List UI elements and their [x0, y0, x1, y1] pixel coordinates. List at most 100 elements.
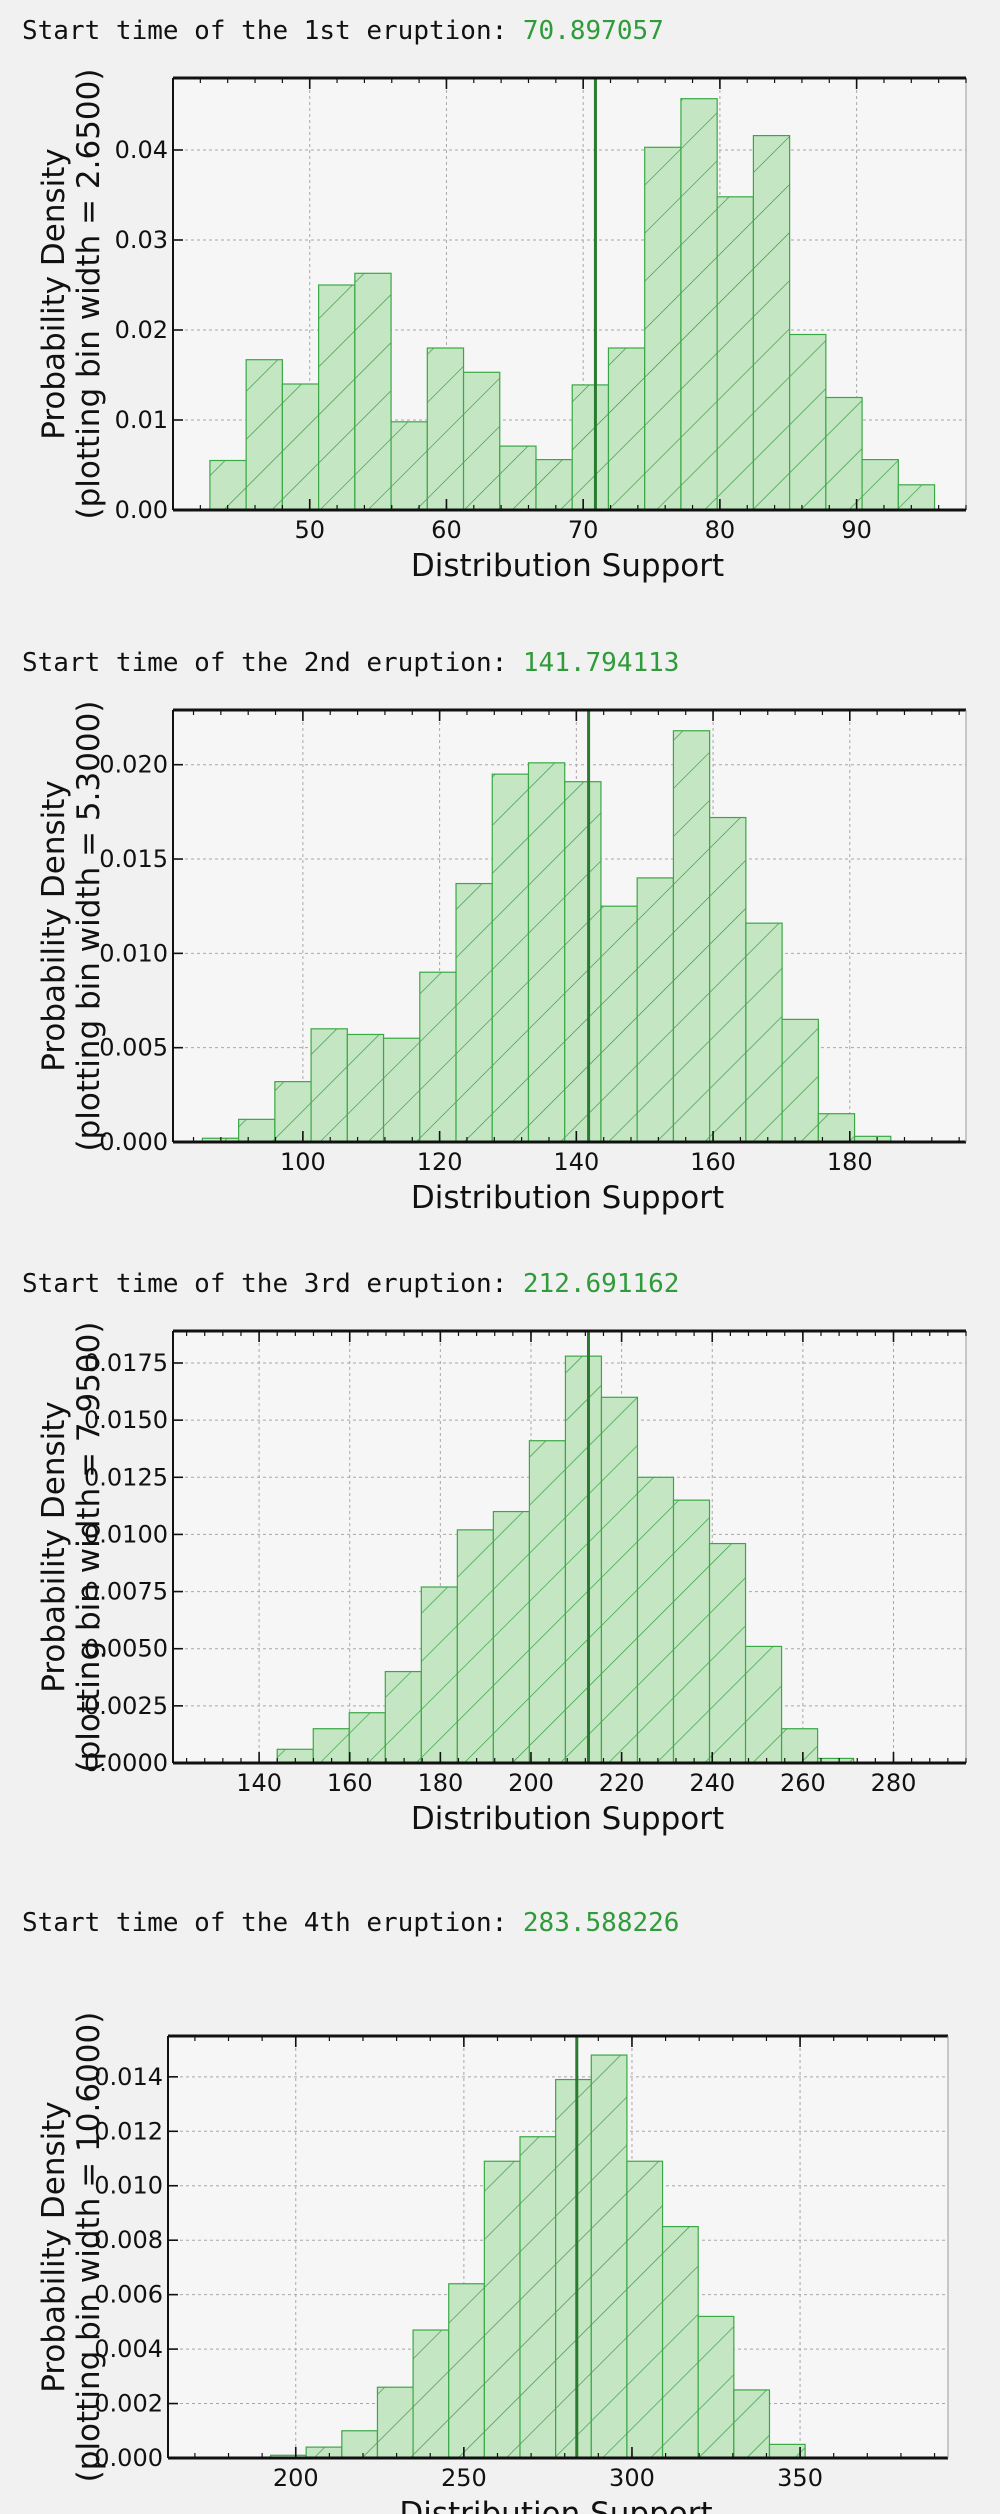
histogram-bar	[636, 877, 675, 1143]
x-tick-label: 250	[441, 2464, 487, 2492]
histogram-bar	[535, 459, 573, 511]
x-tick-label: 70	[568, 516, 599, 544]
y-axis-label-bin-width: (plotting bin width = 5.3000)	[71, 701, 107, 1152]
title-value: 70.897057	[522, 16, 664, 46]
y-tick-label: 0.010	[94, 2172, 163, 2200]
histogram-bar	[564, 781, 602, 1143]
histogram-bar	[382, 1037, 421, 1143]
chart-title: Start time of the 3rd eruption: 212.6911…	[22, 1269, 679, 1299]
y-tick-label: 0.0100	[84, 1520, 168, 1548]
y-tick-label: 0.010	[99, 939, 168, 967]
y-axis-label: Probability Density	[36, 148, 72, 440]
histogram-bar	[527, 762, 566, 1143]
histogram-bar	[491, 773, 530, 1143]
chart-title: Start time of the 2nd eruption: 141.7941…	[22, 648, 679, 678]
x-tick-label: 200	[508, 1769, 554, 1797]
histogram-bar	[390, 421, 428, 511]
x-axis-label: Distribution Support	[411, 1801, 724, 1837]
x-tick-label: 90	[841, 516, 872, 544]
histogram-bar	[281, 383, 320, 511]
histogram-bars	[209, 98, 936, 511]
y-axis-label: Probability Density	[36, 1401, 72, 1693]
histogram-bar	[590, 2054, 628, 2459]
y-tick-label: 0.004	[94, 2335, 163, 2363]
histogram-bar	[672, 730, 711, 1143]
y-tick-label: 0.0125	[84, 1463, 168, 1491]
histogram-bars	[269, 2054, 806, 2459]
histogram-bar	[752, 134, 791, 511]
x-tick-label: 180	[827, 1148, 873, 1176]
x-tick-label: 160	[327, 1769, 373, 1797]
y-tick-label: 0.03	[115, 226, 168, 254]
histogram-bar	[310, 1028, 348, 1143]
histogram-bar	[661, 2225, 699, 2459]
histogram-bar	[412, 2329, 450, 2459]
histogram-bar	[528, 1440, 567, 1764]
eruption-panel-2: Start time of the 2nd eruption: 141.7941…	[0, 632, 1000, 1252]
x-axis-label: Distribution Support	[411, 1180, 724, 1216]
histogram-bar	[354, 272, 392, 511]
x-tick-label: 140	[553, 1148, 599, 1176]
histogram-bar	[636, 1476, 675, 1764]
histogram-bar	[789, 333, 827, 511]
histogram-bars	[276, 1355, 855, 1764]
histogram-bar	[274, 1081, 312, 1143]
histogram-bar	[672, 1499, 711, 1764]
histogram-bar	[245, 359, 283, 511]
histogram-bar	[697, 2315, 735, 2459]
title-prefix: Start time of the 4th eruption:	[22, 1908, 523, 1938]
x-tick-label: 180	[417, 1769, 463, 1797]
histogram-bar	[571, 384, 610, 511]
histogram-bar	[312, 1728, 350, 1764]
histogram-bar	[607, 347, 646, 511]
y-axis-label: Probability Density	[36, 780, 72, 1072]
title-value: 212.691162	[522, 1269, 680, 1299]
x-tick-label: 350	[777, 2464, 823, 2492]
x-tick-label: 240	[689, 1769, 735, 1797]
histogram-bar	[305, 2446, 343, 2459]
y-tick-label: 0.01	[115, 406, 168, 434]
histogram-bar	[348, 1712, 386, 1764]
x-tick-label: 50	[294, 516, 325, 544]
histogram-bar	[318, 284, 356, 511]
y-tick-label: 0.015	[99, 845, 168, 873]
y-tick-label: 0.000	[99, 1128, 168, 1156]
x-tick-label: 300	[609, 2464, 655, 2492]
x-tick-label: 140	[236, 1769, 282, 1797]
y-tick-label: 0.0075	[84, 1578, 168, 1606]
histogram-chart: 200 250 300 350 0.000 0.002 0.004 0.006 0.008 0.0…	[36, 2012, 949, 2514]
y-tick-label: 0.0000	[84, 1749, 168, 1777]
eruption-panel-1: Start time of the 1st eruption: 70.89705…	[0, 0, 1000, 620]
histogram-bar	[708, 1542, 747, 1764]
histogram-bar	[519, 2136, 557, 2459]
y-axis-label-bin-width: (plotting bin width = 10.6000)	[71, 2012, 107, 2483]
y-tick-label: 0.02	[115, 316, 168, 344]
histogram-bar	[781, 1018, 819, 1143]
histogram-bar	[716, 196, 754, 511]
histogram-bar	[600, 905, 638, 1143]
histogram-chart: 100 120 140 160 180 0.000 0.005 0.010 0.015 0.020…	[36, 701, 967, 1216]
y-tick-label: 0.0150	[84, 1406, 168, 1434]
histogram-bar	[384, 1670, 422, 1764]
histogram-bar	[817, 1113, 856, 1143]
y-tick-label: 0.0050	[84, 1635, 168, 1663]
y-axis-label: Probability Density	[36, 2101, 72, 2393]
histogram-chart: 140 160 180 200 220 240 260 280 0.0000 0.0025 0.00…	[36, 1322, 967, 1837]
y-tick-label: 0.00	[115, 496, 168, 524]
histogram-bar	[499, 445, 537, 511]
histogram-chart: 50 60 70 80 90 0.00 0.01 0.02 0.03 0.04 Distributi…	[36, 69, 967, 584]
title-prefix: Start time of the 1st eruption:	[22, 16, 523, 46]
y-axis-label-bin-width: (plotting bin width = 2.6500)	[71, 69, 107, 520]
histogram-bar	[564, 1355, 603, 1764]
title-prefix: Start time of the 2nd eruption:	[22, 648, 523, 678]
histogram-bar	[492, 1510, 530, 1764]
x-axis-label: Distribution Support	[411, 548, 724, 584]
histogram-bar	[733, 2389, 771, 2459]
histogram-bar	[341, 2430, 379, 2459]
y-tick-label: 0.020	[99, 751, 168, 779]
histogram-bar	[426, 347, 465, 511]
eruption-panel-3: Start time of the 3rd eruption: 212.6911…	[0, 1253, 1000, 1873]
chart-title: Start time of the 4th eruption: 283.5882…	[22, 1908, 679, 1938]
y-tick-label: 0.012	[94, 2117, 163, 2145]
histogram-bar	[555, 2078, 592, 2459]
